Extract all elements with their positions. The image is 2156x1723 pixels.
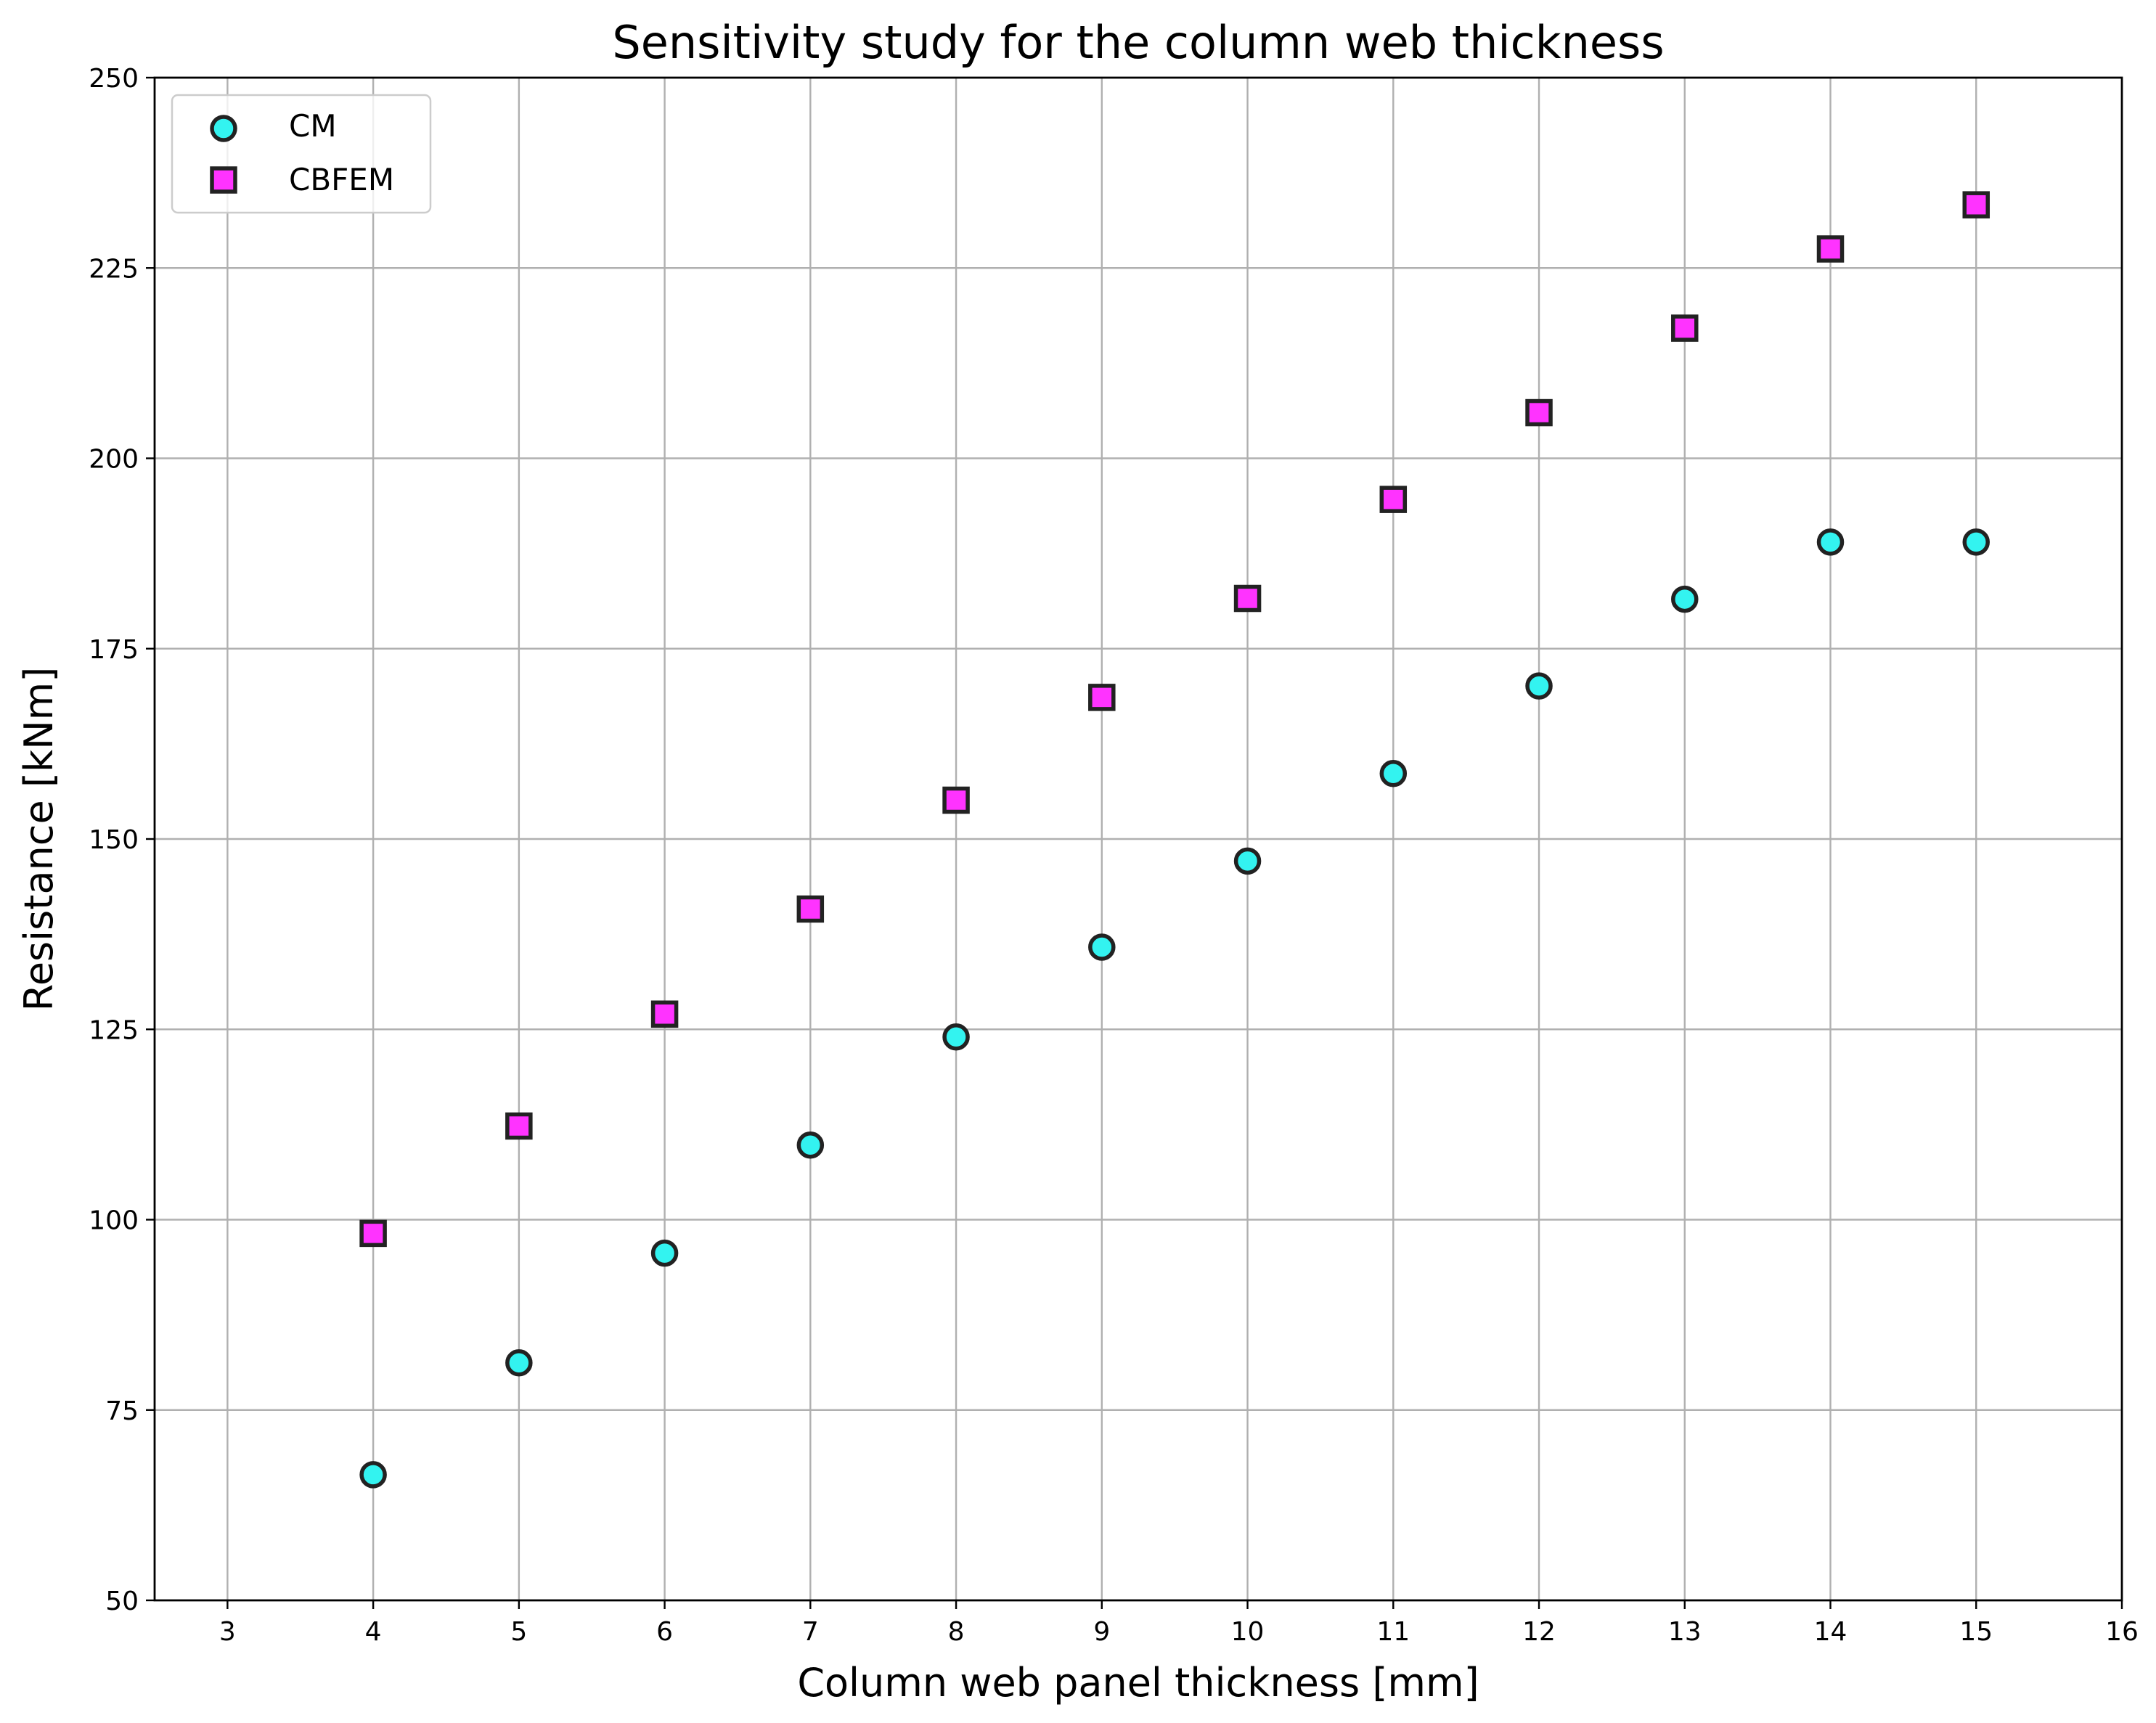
x-tick-label: 6 xyxy=(656,1617,673,1647)
y-tick-label: 225 xyxy=(89,254,139,284)
cm-point xyxy=(1816,528,1845,556)
cm-point xyxy=(1233,847,1262,875)
cbfem-point xyxy=(1962,191,1990,218)
cbfem-point xyxy=(1671,314,1699,342)
series-cbfem xyxy=(359,191,1990,1248)
cbfem-point xyxy=(505,1112,533,1140)
cm-point xyxy=(1671,585,1699,613)
x-tick-label: 5 xyxy=(510,1617,527,1647)
grid-lines xyxy=(155,78,2122,1600)
cbfem-point xyxy=(1233,584,1262,613)
y-tick-label: 250 xyxy=(89,64,139,94)
legend-cbfem-label: CBFEM xyxy=(289,162,394,197)
cm-point xyxy=(650,1239,679,1267)
y-tick-label: 125 xyxy=(89,1015,139,1045)
cbfem-point xyxy=(1379,486,1408,513)
cbfem-point xyxy=(1816,235,1845,263)
cbfem-point xyxy=(650,1000,679,1028)
cm-point xyxy=(1525,672,1553,700)
legend-item-cbfem: CBFEM xyxy=(210,162,394,197)
legend-cm-label: CM xyxy=(289,108,337,144)
x-tick-label: 3 xyxy=(219,1617,236,1647)
x-tick-label: 12 xyxy=(1522,1617,1556,1647)
x-axis-label: Column web panel thickness [mm] xyxy=(797,1660,1479,1706)
x-tick-label: 9 xyxy=(1093,1617,1110,1647)
cm-point xyxy=(942,1023,970,1051)
y-tick-label: 100 xyxy=(89,1206,139,1236)
x-tick-label: 14 xyxy=(1814,1617,1847,1647)
cm-point xyxy=(359,1461,387,1489)
x-tick-label: 4 xyxy=(365,1617,382,1647)
cbfem-point xyxy=(1088,684,1116,711)
axis-ticks: 3 4 5 6 7 8 9 10 11 12 13 14 15 16 50 75 100 125 150 175 200… xyxy=(89,64,2139,1647)
legend: CM CBFEM xyxy=(171,94,432,214)
legend-cbfem-marker xyxy=(210,166,237,194)
x-tick-label: 7 xyxy=(802,1617,819,1647)
cbfem-point xyxy=(796,895,825,923)
legend-cm-marker xyxy=(210,115,237,142)
x-tick-label: 13 xyxy=(1668,1617,1702,1647)
y-tick-label: 150 xyxy=(89,825,139,855)
chart-title: Sensitivity study for the column web thi… xyxy=(612,16,1664,69)
x-tick-label: 10 xyxy=(1231,1617,1265,1647)
y-tick-label: 75 xyxy=(105,1396,139,1426)
cm-point xyxy=(505,1348,533,1377)
y-tick-label: 50 xyxy=(105,1587,139,1616)
cm-point xyxy=(1962,528,1990,556)
cbfem-point xyxy=(359,1219,387,1248)
cm-point xyxy=(796,1131,825,1159)
x-tick-label: 16 xyxy=(2105,1617,2139,1647)
x-tick-label: 11 xyxy=(1376,1617,1410,1647)
legend-item-cm: CM xyxy=(210,108,337,144)
cbfem-point xyxy=(1525,398,1553,427)
cm-point xyxy=(1088,933,1116,961)
x-tick-label: 15 xyxy=(1959,1617,1993,1647)
series-cm xyxy=(359,528,1990,1489)
cbfem-point xyxy=(942,786,970,814)
y-tick-label: 175 xyxy=(89,635,139,665)
plot-frame xyxy=(153,76,2123,1602)
y-axis-label: Resistance [kNm] xyxy=(16,667,62,1012)
x-tick-label: 8 xyxy=(948,1617,965,1647)
data-points xyxy=(359,191,1990,1489)
y-tick-label: 200 xyxy=(89,445,139,475)
cm-point xyxy=(1379,760,1408,787)
